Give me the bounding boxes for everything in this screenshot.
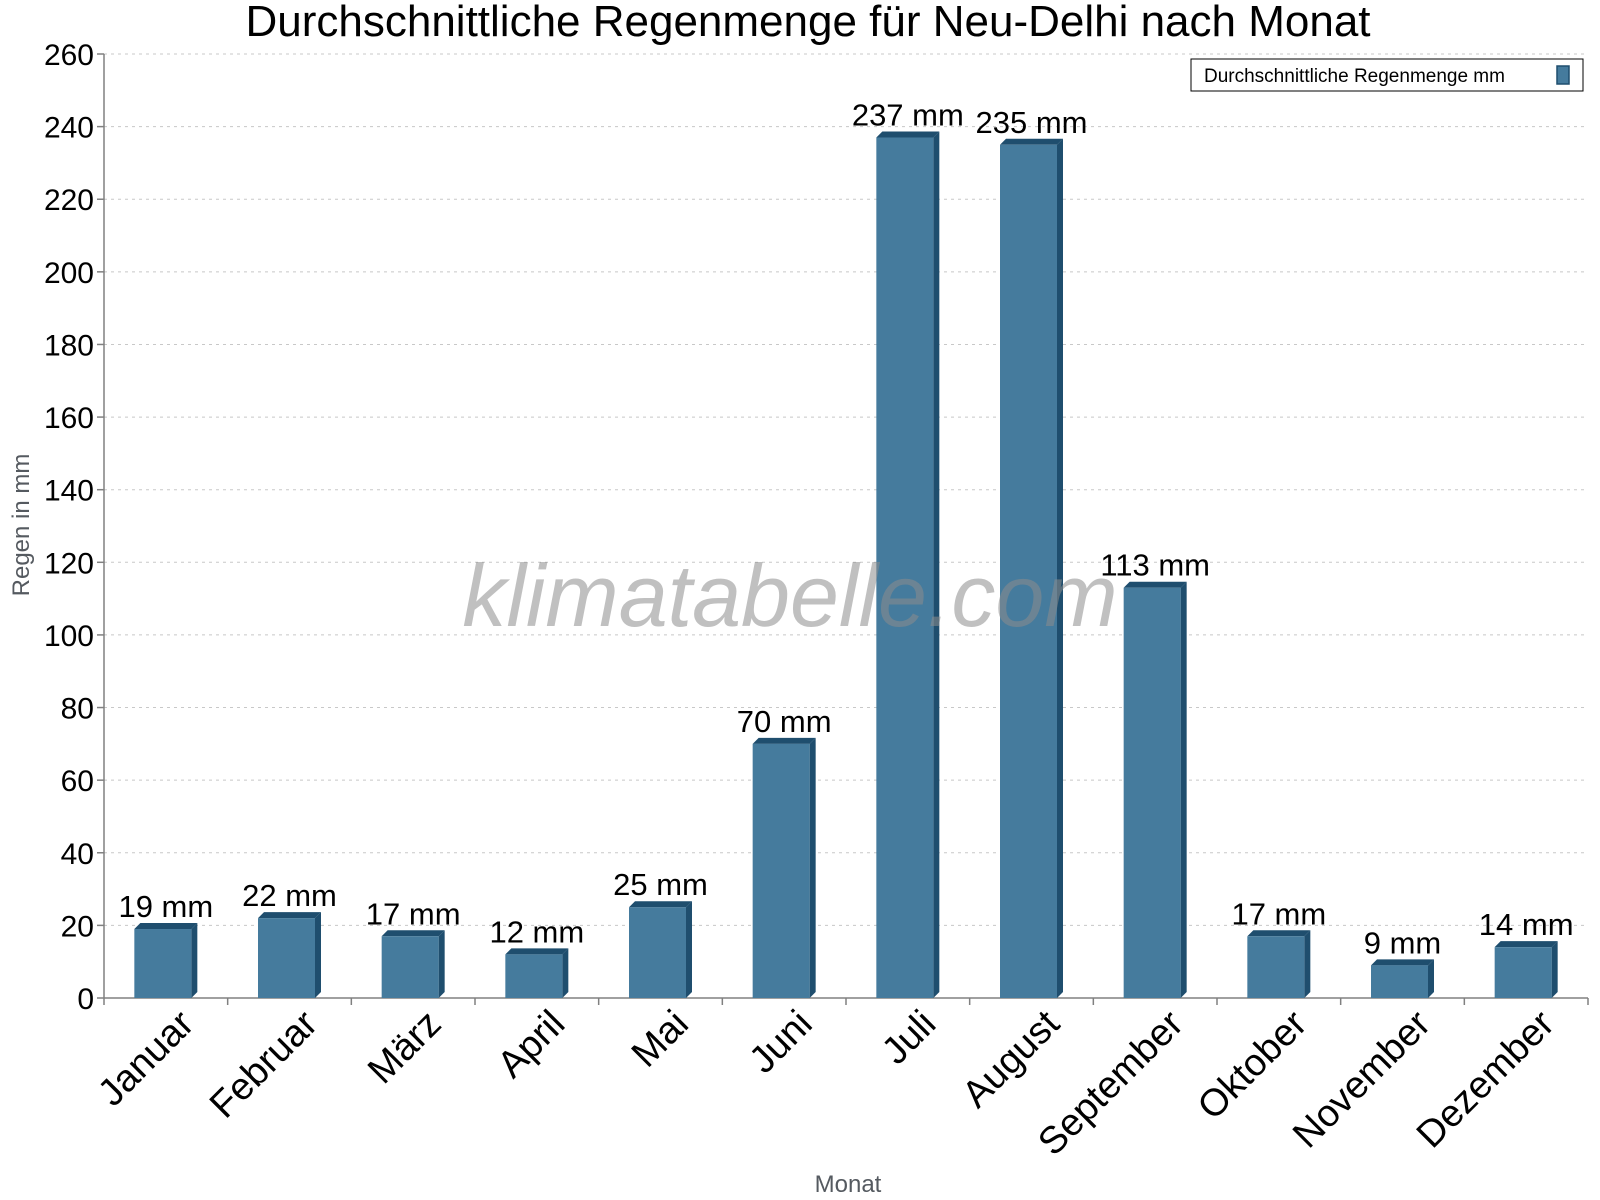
- y-tick-label: 240: [44, 112, 94, 145]
- bar-top: [1000, 138, 1063, 145]
- bar-front: [1247, 936, 1305, 998]
- bar: [1494, 941, 1558, 998]
- bar: [629, 901, 692, 998]
- data-labels: 19 mm 22 mm 17 mm 12 mm 25 mm 70 mm 237 mm 235 …: [118, 98, 1573, 961]
- bar-side: [686, 901, 692, 998]
- bar-side: [1304, 930, 1311, 998]
- bar-top: [1494, 941, 1558, 948]
- x-tick-label: Juli: [874, 1003, 944, 1073]
- data-label: 235 mm: [976, 105, 1088, 140]
- data-label: 237 mm: [852, 98, 964, 133]
- data-label: 113 mm: [1100, 548, 1210, 583]
- bar: [134, 923, 198, 998]
- bar-top: [1123, 581, 1187, 588]
- bar-top: [258, 912, 321, 919]
- bar-side: [1180, 581, 1187, 998]
- bar-front: [752, 743, 810, 998]
- bar-top: [1247, 930, 1311, 937]
- bars: [134, 131, 1558, 998]
- x-tick-label: Oktober: [1190, 1002, 1316, 1128]
- bar-side: [315, 912, 321, 998]
- bar-front: [381, 936, 439, 998]
- legend-box: [1190, 58, 1584, 92]
- bar-front: [258, 918, 315, 998]
- bar-top: [876, 131, 940, 138]
- bar: [1371, 959, 1434, 998]
- data-label: 22 mm: [242, 878, 337, 913]
- chart-title: Durchschnittliche Regenmenge für Neu-Del…: [245, 0, 1370, 46]
- axes: [103, 54, 1588, 999]
- bar-top: [1371, 959, 1434, 966]
- y-tick-label: 200: [44, 257, 94, 290]
- x-tick-label: Januar: [90, 1002, 202, 1114]
- bar-front: [1371, 965, 1428, 998]
- data-label: 70 mm: [737, 704, 832, 739]
- bar: [381, 930, 445, 998]
- data-label: 12 mm: [489, 914, 584, 949]
- x-axis-ticks: Januar Februar März April Mai Juni Juli AugustS…: [90, 998, 1589, 1164]
- x-tick-label: März: [360, 1003, 449, 1092]
- bar-front: [1000, 144, 1057, 998]
- bar: [1000, 138, 1063, 998]
- data-label: 9 mm: [1364, 925, 1442, 960]
- x-tick-label: Juni: [742, 1003, 821, 1082]
- bar: [1247, 930, 1311, 998]
- bar-front: [876, 137, 934, 998]
- x-tick-label: Februar: [202, 1002, 326, 1126]
- y-tick-label: 60: [61, 765, 94, 798]
- y-axis-label: Regen in mm: [8, 454, 35, 597]
- bar-front: [1123, 587, 1181, 998]
- y-tick-label: 140: [44, 475, 94, 508]
- watermark-text: klimatabelle.com: [462, 546, 1117, 645]
- legend-swatch: [1556, 65, 1570, 85]
- y-tick-label: 40: [61, 838, 94, 871]
- y-tick-label: 80: [61, 693, 94, 726]
- bar-top: [505, 948, 569, 955]
- bar-top: [381, 930, 445, 937]
- y-tick-label: 0: [77, 983, 94, 1016]
- bar-side: [1057, 138, 1063, 998]
- bar-side: [438, 930, 445, 998]
- bar: [876, 131, 940, 998]
- y-tick-label: 120: [44, 547, 94, 580]
- y-tick-label: 180: [44, 329, 94, 362]
- bar-front: [505, 954, 563, 998]
- bar: [258, 912, 321, 998]
- legend-label: Durchschnittliche Regenmenge mm: [1204, 66, 1505, 87]
- grid-lines: [104, 53, 1588, 926]
- data-label: 17 mm: [366, 896, 461, 931]
- bar-front: [134, 929, 192, 998]
- bar-side: [562, 948, 569, 998]
- bar-side: [1428, 959, 1434, 998]
- data-label: 14 mm: [1479, 907, 1574, 942]
- y-tick-label: 260: [44, 39, 94, 72]
- y-tick-label: 100: [44, 620, 94, 653]
- legend: Durchschnittliche Regenmenge mm: [1190, 58, 1584, 92]
- bar-side: [191, 923, 198, 998]
- bar-top: [134, 923, 198, 930]
- x-tick-label: Mai: [624, 1003, 697, 1076]
- bar-top: [629, 901, 692, 908]
- bar-side: [809, 737, 816, 998]
- data-label: 19 mm: [118, 889, 213, 924]
- bar-front: [629, 907, 686, 998]
- x-tick-label: April: [490, 1003, 573, 1086]
- data-label: 25 mm: [613, 867, 708, 902]
- y-axis-ticks: 0 20 40 60 80 100 120 140 160 180 200 220 240 260: [44, 39, 104, 1016]
- bar: [1123, 581, 1187, 998]
- bar-side: [1551, 941, 1558, 998]
- y-tick-label: 220: [44, 184, 94, 217]
- x-tick-label: August: [955, 1002, 1069, 1116]
- y-tick-label: 20: [61, 910, 94, 943]
- y-tick-label: 160: [44, 402, 94, 435]
- data-label: 17 mm: [1231, 896, 1326, 931]
- bar: [752, 737, 816, 998]
- x-axis-label: Monat: [815, 1171, 882, 1198]
- bar-side: [933, 131, 940, 998]
- bar: [505, 948, 569, 998]
- bar-top: [752, 737, 816, 744]
- bar-front: [1494, 947, 1552, 998]
